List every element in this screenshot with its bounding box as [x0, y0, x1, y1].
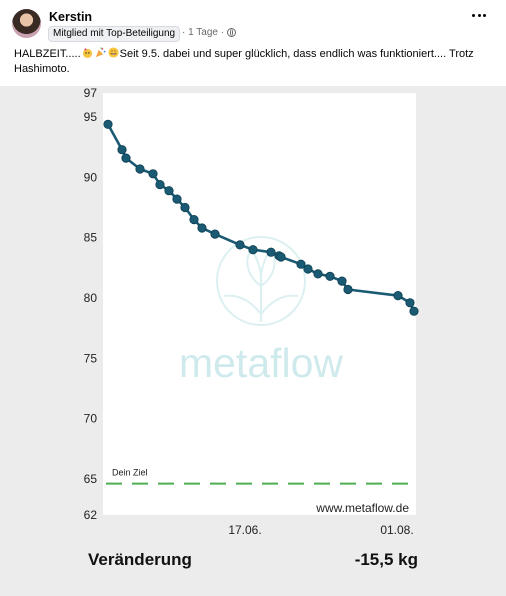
- plot-background: [103, 93, 416, 515]
- data-point[interactable]: [235, 240, 245, 250]
- party-emoji: [82, 47, 92, 58]
- weight-chart: metaflow 62 65 70 75 80 85 90 95 97 17.06. 01.08.…: [0, 86, 506, 591]
- watermark-text: metaflow: [179, 340, 343, 386]
- x-axis: 17.06. 01.08.: [228, 523, 413, 537]
- data-point[interactable]: [296, 259, 306, 269]
- data-point[interactable]: [313, 269, 323, 279]
- globe-icon: [227, 28, 237, 37]
- website-label: www.metaflow.de: [315, 501, 409, 515]
- data-point[interactable]: [248, 245, 258, 255]
- data-point[interactable]: [393, 291, 403, 301]
- data-point[interactable]: [409, 306, 419, 316]
- weight-series-points: [103, 119, 419, 316]
- y-tick-label: 80: [84, 291, 98, 305]
- data-point[interactable]: [210, 229, 220, 239]
- data-point[interactable]: [325, 271, 335, 281]
- y-tick-label: 62: [84, 508, 98, 522]
- data-point[interactable]: [155, 180, 165, 190]
- y-tick-label: 97: [84, 86, 98, 100]
- change-value: -15,5 kg: [354, 550, 418, 569]
- change-label: Veränderung: [88, 550, 192, 569]
- post-text-start: HALBZEIT.....: [14, 48, 81, 60]
- data-point[interactable]: [189, 215, 199, 225]
- data-point[interactable]: [337, 276, 347, 286]
- confetti-emoji: [95, 47, 106, 58]
- author-name[interactable]: Kerstin: [49, 10, 93, 24]
- y-tick-label: 95: [84, 110, 98, 124]
- goal-label: Dein Ziel: [112, 468, 148, 478]
- data-point[interactable]: [172, 194, 182, 204]
- data-point[interactable]: [103, 119, 113, 129]
- data-point[interactable]: [197, 223, 207, 233]
- weight-chart-svg: metaflow 62 65 70 75 80 85 90 95 97 17.06. 01.08.…: [84, 86, 419, 537]
- x-tick-label: 01.08.: [380, 523, 413, 537]
- data-point[interactable]: [135, 164, 145, 174]
- y-tick-label: 90: [84, 170, 98, 184]
- post-text: HALBZEIT..... Seit 9.5. dabei und super g…: [14, 47, 492, 76]
- y-tick-label: 75: [84, 351, 98, 365]
- y-tick-label: 70: [84, 412, 98, 426]
- data-point[interactable]: [117, 145, 127, 155]
- post-text-end: Seit 9.5. dabei und super glücklich, das…: [14, 48, 474, 75]
- more-options-icon[interactable]: [472, 14, 486, 18]
- y-tick-label: 85: [84, 231, 98, 245]
- data-point[interactable]: [180, 202, 190, 213]
- y-axis: 62 65 70 75 80 85 90 95 97: [84, 86, 98, 522]
- member-badge[interactable]: Mitglied mit Top-Beteiligung: [48, 26, 181, 42]
- data-point[interactable]: [343, 284, 353, 295]
- data-point[interactable]: [148, 169, 158, 179]
- data-point[interactable]: [405, 298, 415, 308]
- data-point[interactable]: [303, 264, 313, 274]
- data-point[interactable]: [164, 186, 174, 196]
- post-time[interactable]: · 1 Tage ·: [182, 27, 225, 38]
- avatar[interactable]: [12, 9, 41, 38]
- post-header: Kerstin Mitglied mit Top-Beteiligung · 1…: [0, 0, 506, 86]
- grin-emoji: [108, 47, 119, 58]
- x-tick-label: 17.06.: [228, 523, 261, 537]
- post-meta: · 1 Tage ·: [182, 27, 237, 38]
- data-point[interactable]: [266, 247, 276, 257]
- data-point[interactable]: [276, 252, 286, 262]
- data-point[interactable]: [121, 153, 131, 163]
- y-tick-label: 65: [84, 472, 98, 486]
